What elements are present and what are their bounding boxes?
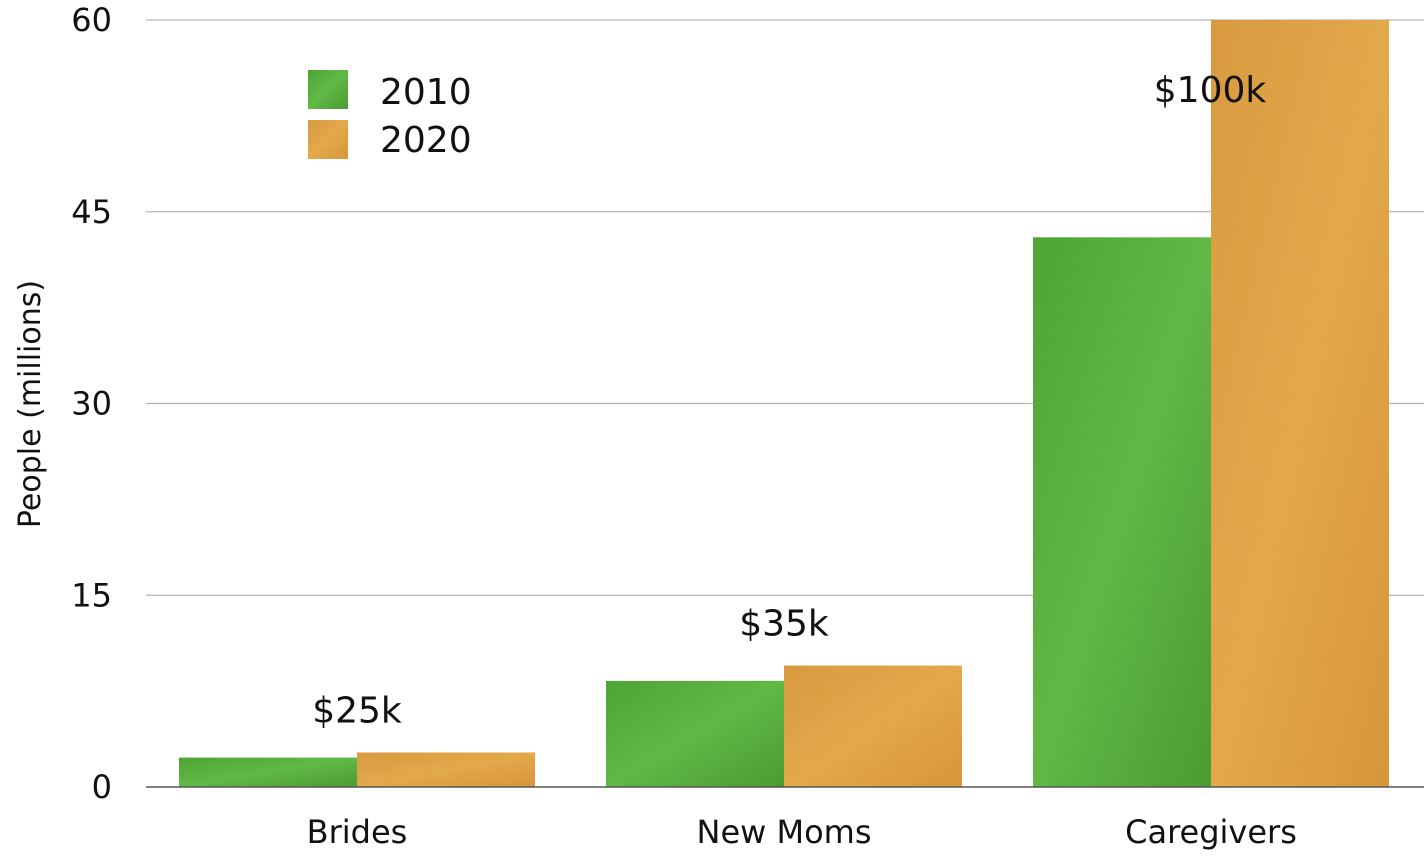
y-tick-label: 0 — [92, 768, 112, 806]
legend-swatch-2010 — [308, 70, 348, 109]
x-tick-label: New Moms — [697, 813, 872, 851]
bar-2020-caregivers — [1211, 20, 1389, 787]
bar-2010-caregivers — [1033, 237, 1211, 788]
bar-annotations: $25k $35k $100k — [312, 70, 1266, 731]
bars — [179, 20, 1389, 788]
bar-annotation: $35k — [739, 604, 829, 645]
y-tick-label: 30 — [71, 385, 112, 423]
bar-2010-brides — [179, 757, 357, 787]
y-tick-label: 60 — [71, 1, 112, 39]
y-tick-label: 15 — [71, 576, 112, 614]
legend-label-2010: 2010 — [380, 72, 472, 113]
y-axis-label: People (millions) — [13, 280, 48, 528]
bar-annotation: $100k — [1154, 70, 1267, 111]
bar-2010-new-moms — [606, 680, 784, 787]
bar-2020-brides — [357, 752, 535, 787]
x-axis-categories: Brides New Moms Caregivers — [307, 813, 1297, 851]
legend-label-2020: 2020 — [380, 120, 472, 161]
bar-annotation: $25k — [312, 690, 402, 731]
y-axis-ticks: 0 15 30 45 60 — [71, 1, 112, 806]
legend-swatch-2020 — [308, 120, 348, 159]
legend: 2010 2020 — [308, 70, 472, 161]
bar-2020-new-moms — [784, 665, 962, 787]
x-tick-label: Brides — [307, 813, 408, 851]
y-tick-label: 45 — [71, 193, 112, 231]
x-tick-label: Caregivers — [1125, 813, 1297, 851]
